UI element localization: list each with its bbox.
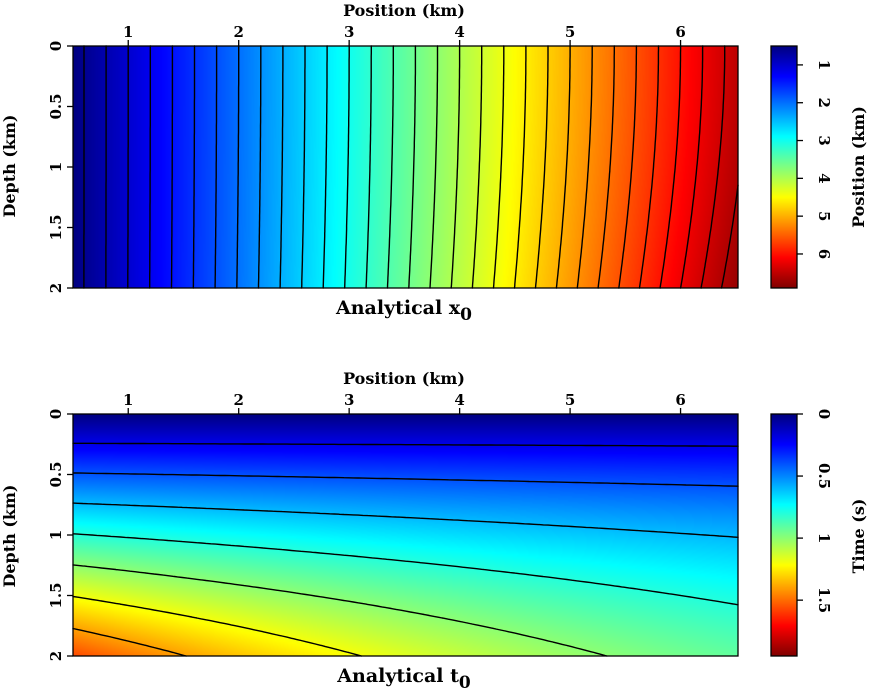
x-tick-label: 3 (344, 23, 354, 41)
x-ticks: 1 2 3 4 5 6 (123, 23, 686, 46)
x-tick-label: 1 (123, 391, 133, 409)
contour-line (618, 45, 638, 289)
x-axis-title: Position (km) (343, 1, 465, 20)
colorbar-tick-label: 1 (815, 533, 833, 543)
contour-line (149, 45, 151, 289)
y-ticks: 0 0.5 1 1.5 2 (47, 41, 73, 293)
contour-line (597, 45, 615, 289)
contour-line (279, 45, 284, 289)
colorbar-tick-label: 0.5 (815, 463, 833, 489)
x-tick-label: 1 (123, 23, 133, 41)
x-ticks: 1 2 3 4 5 6 (123, 391, 686, 414)
x-tick-label: 5 (565, 391, 575, 409)
contour-line (301, 45, 306, 289)
colorbar-title: Position (km) (849, 106, 868, 228)
contour-lines (72, 442, 739, 657)
contour-line (365, 45, 372, 289)
x-tick-label: 4 (454, 23, 464, 41)
contour-line (659, 45, 682, 289)
panel-title: Analytical t0 (336, 665, 471, 689)
contour-line (322, 45, 328, 289)
colorbar-tick-label: 3 (815, 135, 833, 145)
title-text: Analytical x (335, 297, 461, 319)
colorbar-tick-label: 2 (815, 98, 833, 108)
title-subscript: 0 (460, 305, 472, 325)
y-tick-label: 1 (47, 530, 65, 540)
x-tick-label: 5 (565, 23, 575, 41)
colorbar-tick-label: 1 (815, 60, 833, 70)
colorbar-tick-label: 5 (815, 211, 833, 221)
contour-line (700, 45, 726, 289)
contour-line (72, 627, 187, 657)
y-tick-label: 1.5 (47, 214, 65, 240)
contour-line (555, 45, 571, 289)
x-axis-title: Position (km) (343, 369, 465, 388)
contour-line (513, 45, 527, 289)
x-tick-label: 6 (675, 391, 685, 409)
contour-line (386, 45, 394, 289)
colorbar-tick-label: 6 (815, 249, 833, 259)
contour-line (72, 472, 739, 487)
contour-line (72, 595, 363, 657)
colorbar-tick-label: 0 (815, 409, 833, 419)
contour-line (638, 45, 660, 289)
contour-line (492, 45, 505, 289)
title-subscript: 0 (459, 673, 471, 689)
contour-line (257, 45, 262, 289)
heatmap-image (73, 414, 738, 656)
contour-line (534, 45, 549, 289)
colorbar-frame (770, 413, 798, 657)
contour-line (72, 533, 739, 606)
contour-line (471, 45, 483, 289)
contour-line (679, 45, 704, 289)
heatmap-image (73, 46, 738, 288)
y-tick-label: 0.5 (47, 93, 65, 119)
x-tick-label: 6 (675, 23, 685, 41)
contour-line (408, 45, 417, 289)
colorbar (771, 414, 797, 656)
contour-line (236, 45, 240, 289)
colorbar-ticks: 0 0.5 1 1.5 (797, 409, 833, 613)
y-tick-label: 1 (47, 162, 65, 172)
colorbar (771, 46, 797, 288)
y-ticks: 0 0.5 1 1.5 2 (47, 409, 73, 661)
y-tick-label: 0 (47, 41, 65, 51)
colorbar-tick-label: 4 (815, 173, 833, 183)
colorbar-ticks: 1 2 3 4 5 6 (797, 60, 833, 259)
contour-lines (83, 45, 739, 289)
contour-line (192, 45, 196, 289)
y-axis-title: Depth (km) (0, 485, 19, 588)
y-tick-label: 1.5 (47, 582, 65, 608)
contour-line (72, 564, 608, 657)
contour-line (344, 45, 350, 289)
x-tick-label: 2 (233, 391, 243, 409)
contour-line (72, 502, 739, 538)
y-tick-label: 2 (47, 283, 65, 293)
panel-x0: Position (km) 1 2 3 4 5 6 0 0.5 1 1.5 2 Depth (km… (0, 1, 868, 325)
contour-line (72, 442, 739, 447)
contour-line (214, 45, 218, 289)
title-text: Analytical t (336, 665, 459, 687)
y-axis-title: Depth (km) (0, 115, 19, 218)
colorbar-tick-label: 1.5 (815, 587, 833, 613)
y-tick-label: 0 (47, 409, 65, 419)
colorbar-title: Time (s) (849, 499, 868, 574)
colorbar-frame (770, 45, 798, 289)
panel-t0: Position (km) 1 2 3 4 5 6 0 0.5 1 1.5 2 Depth (km… (0, 369, 868, 689)
x-tick-label: 4 (454, 391, 464, 409)
x-tick-label: 3 (344, 391, 354, 409)
plot-frame (72, 413, 739, 657)
y-tick-label: 2 (47, 651, 65, 661)
y-tick-label: 0.5 (47, 461, 65, 487)
x-tick-label: 2 (233, 23, 243, 41)
panel-title: Analytical x0 (335, 297, 472, 325)
contour-line (450, 45, 461, 289)
contour-line (429, 45, 439, 289)
plot-frame (72, 45, 739, 289)
contour-line (170, 45, 174, 289)
contour-line (576, 45, 593, 289)
